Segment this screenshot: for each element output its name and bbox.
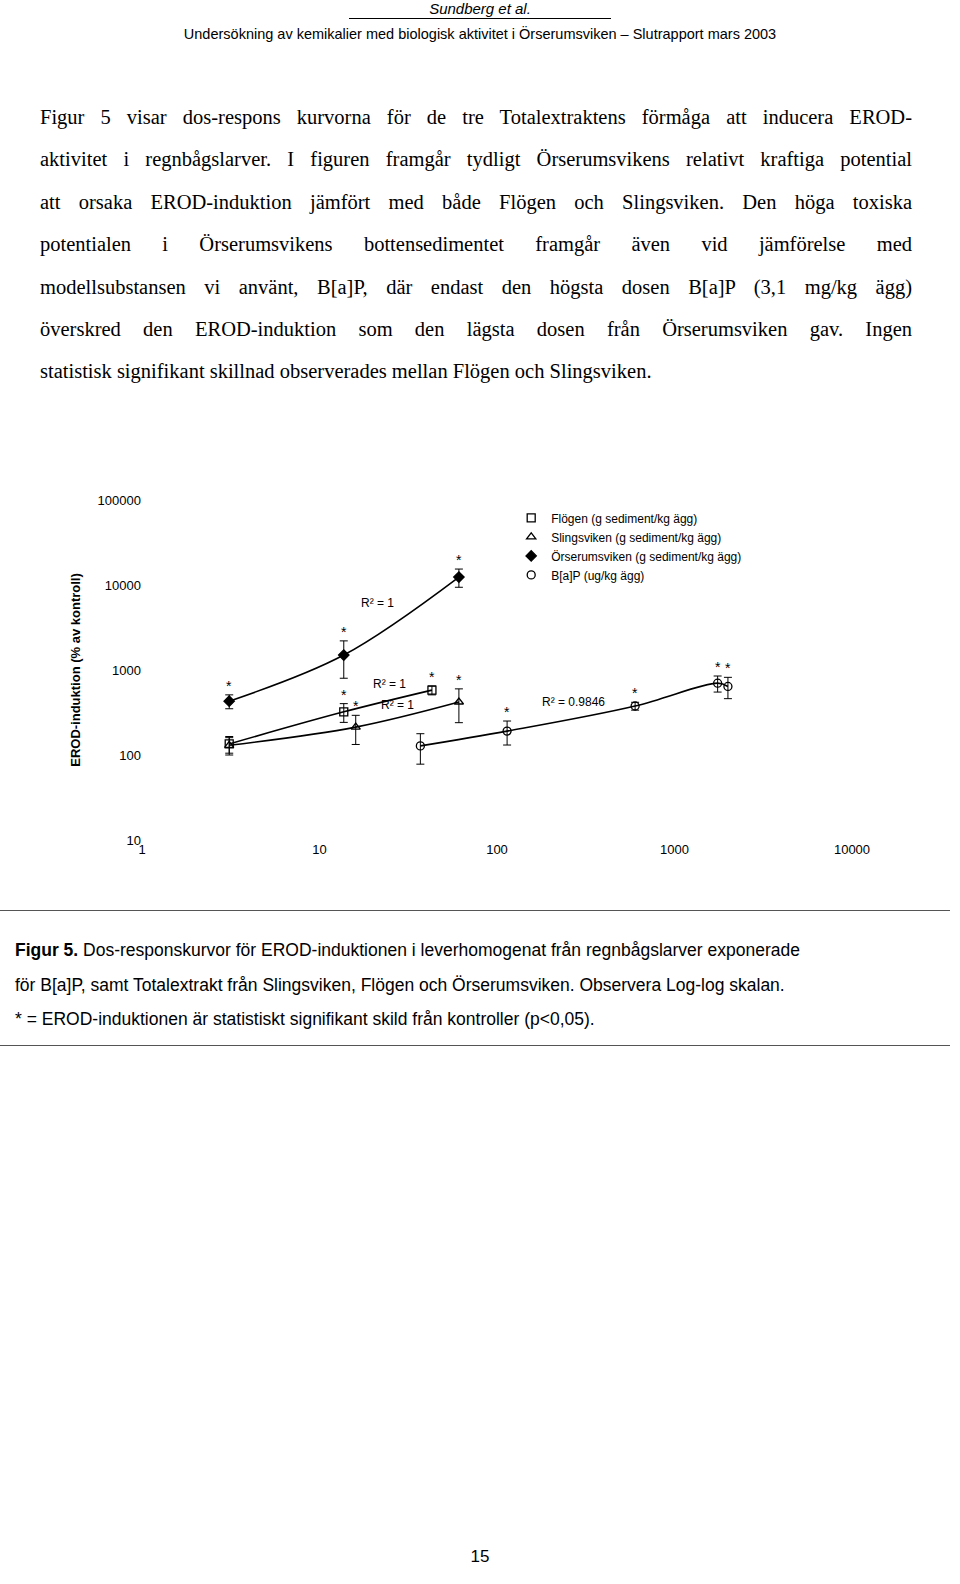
html-text:för B[a]P, samt Totalextrakt f: för B[a]P, samt Totalextrakt från Slings… (15, 974, 785, 995)
svg-text:B[a]P (ug/kg ägg): B[a]P (ug/kg ägg) (551, 569, 644, 583)
svg-text:EROD-induktion (% av kontroll): EROD-induktion (% av kontroll) (68, 573, 83, 767)
svg-text:100000: 100000 (98, 493, 141, 508)
svg-text:10: 10 (312, 842, 326, 857)
svg-text:Flögen (g sediment/kg ägg): Flögen (g sediment/kg ägg) (551, 512, 697, 526)
html-text:potentialen i Örserumsvikens b: potentialen i Örserumsvikens bottensedim… (40, 233, 912, 256)
html-text:aktivitet i regnbågslarver. I: aktivitet i regnbågslarver. I figuren fr… (40, 148, 912, 171)
html-text:Figur 5. Dos-responskurvor för: Figur 5. Dos-responskurvor för EROD-indu… (15, 940, 800, 960)
svg-text:10: 10 (127, 833, 141, 848)
svg-text:R² = 0.9846: R² = 0.9846 (542, 695, 605, 709)
svg-text:*: * (456, 672, 462, 688)
svg-text:1000: 1000 (660, 842, 689, 857)
svg-text:*: * (456, 552, 462, 568)
html-text:15: 15 (470, 1547, 490, 1566)
svg-text:*: * (353, 698, 359, 714)
svg-text:100: 100 (119, 748, 141, 763)
html-text:att orsaka EROD-induktion jämf: att orsaka EROD-induktion jämfört med bå… (40, 190, 912, 213)
html-text:modellsubstansen vi använt, B[: modellsubstansen vi använt, B[a]P, där e… (40, 275, 912, 298)
svg-text:10000: 10000 (105, 578, 141, 593)
svg-text:*: * (715, 659, 721, 675)
html-text:* = EROD-induktionen är statis: * = EROD-induktionen är statistiskt sign… (15, 1009, 595, 1029)
svg-text:*: * (341, 624, 347, 640)
svg-text:*: * (504, 704, 510, 720)
svg-text:R² = 1: R² = 1 (381, 698, 414, 712)
html-text:överskred den EROD-induktion s: överskred den EROD-induktion som den läg… (40, 318, 912, 340)
svg-text:*: * (632, 685, 638, 701)
html-text:statistisk signifikant skillna: statistisk signifikant skillnad observer… (40, 360, 652, 383)
html-text:Figur 5 visar dos-respons kurv: Figur 5 visar dos-respons kurvorna för d… (40, 106, 912, 128)
svg-text:10000: 10000 (834, 842, 870, 857)
svg-text:*: * (725, 660, 731, 676)
html-text:Sundberg et al.: Sundberg et al. (429, 0, 531, 17)
svg-text:100: 100 (486, 842, 508, 857)
svg-text:*: * (341, 687, 347, 703)
svg-text:*: * (429, 669, 435, 685)
svg-text:R² = 1: R² = 1 (373, 677, 406, 691)
svg-text:R² = 1: R² = 1 (361, 596, 394, 610)
html-text:Undersökning av kemikalier med: Undersökning av kemikalier med biologisk… (183, 26, 777, 42)
svg-text:1: 1 (138, 842, 145, 857)
svg-text:Slingsviken (g sediment/kg ägg: Slingsviken (g sediment/kg ägg) (551, 531, 721, 545)
svg-text:1000: 1000 (112, 663, 141, 678)
svg-text:Örserumsviken (g sediment/kg ä: Örserumsviken (g sediment/kg ägg) (551, 550, 741, 564)
svg-text:*: * (226, 678, 232, 694)
